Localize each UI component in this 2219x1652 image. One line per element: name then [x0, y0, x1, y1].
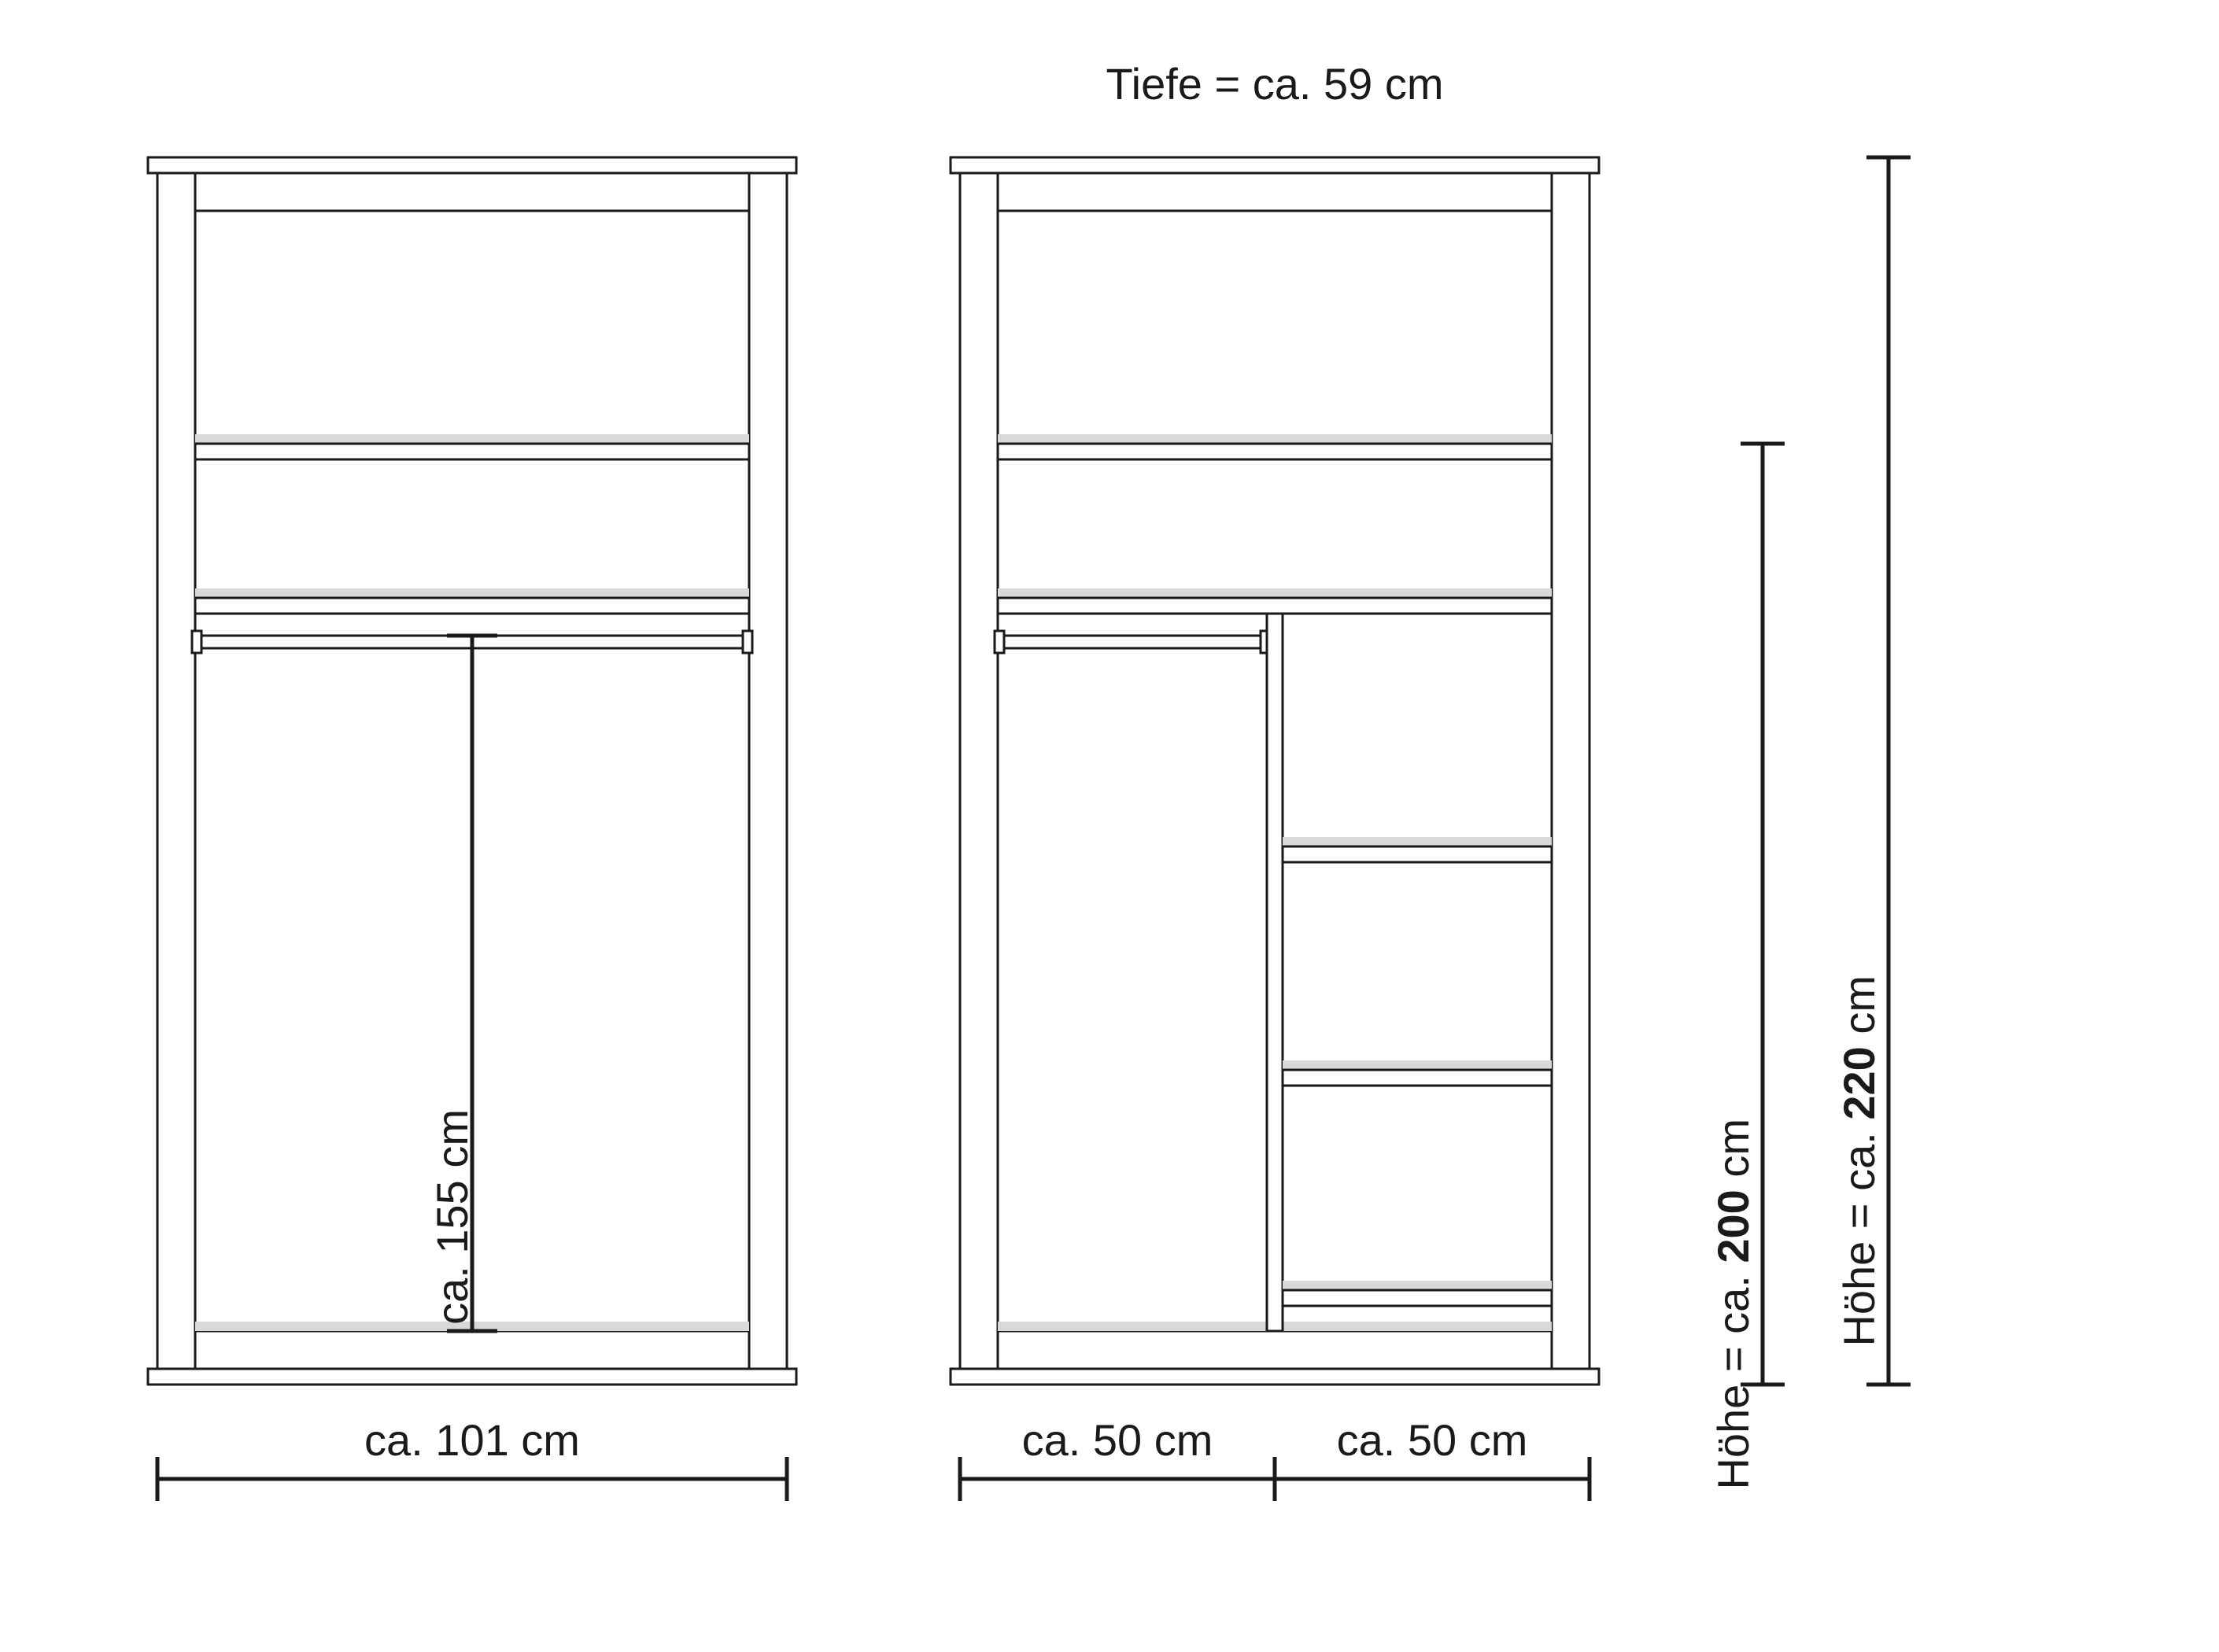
dim-height-220: Höhe = ca. 220 cm: [1835, 975, 1885, 1347]
dim-width-50-left: ca. 50 cm: [1022, 1416, 1213, 1466]
dim-width-50-right: ca. 50 cm: [1337, 1416, 1528, 1466]
dim-width-101: ca. 101 cm: [364, 1416, 580, 1466]
dim-depth-59: Tiefe = ca. 59 cm: [1106, 60, 1444, 110]
dim-inner-height-155: ca. 155 cm: [428, 1109, 478, 1325]
cabinet-b: [951, 157, 1599, 1385]
dim-height-200: Höhe = ca. 200 cm: [1709, 1119, 1759, 1490]
figure-canvas: ca. 155 cm ca. 101 cm ca. 50 cm ca. 50 cm Ti…: [0, 0, 2219, 1652]
